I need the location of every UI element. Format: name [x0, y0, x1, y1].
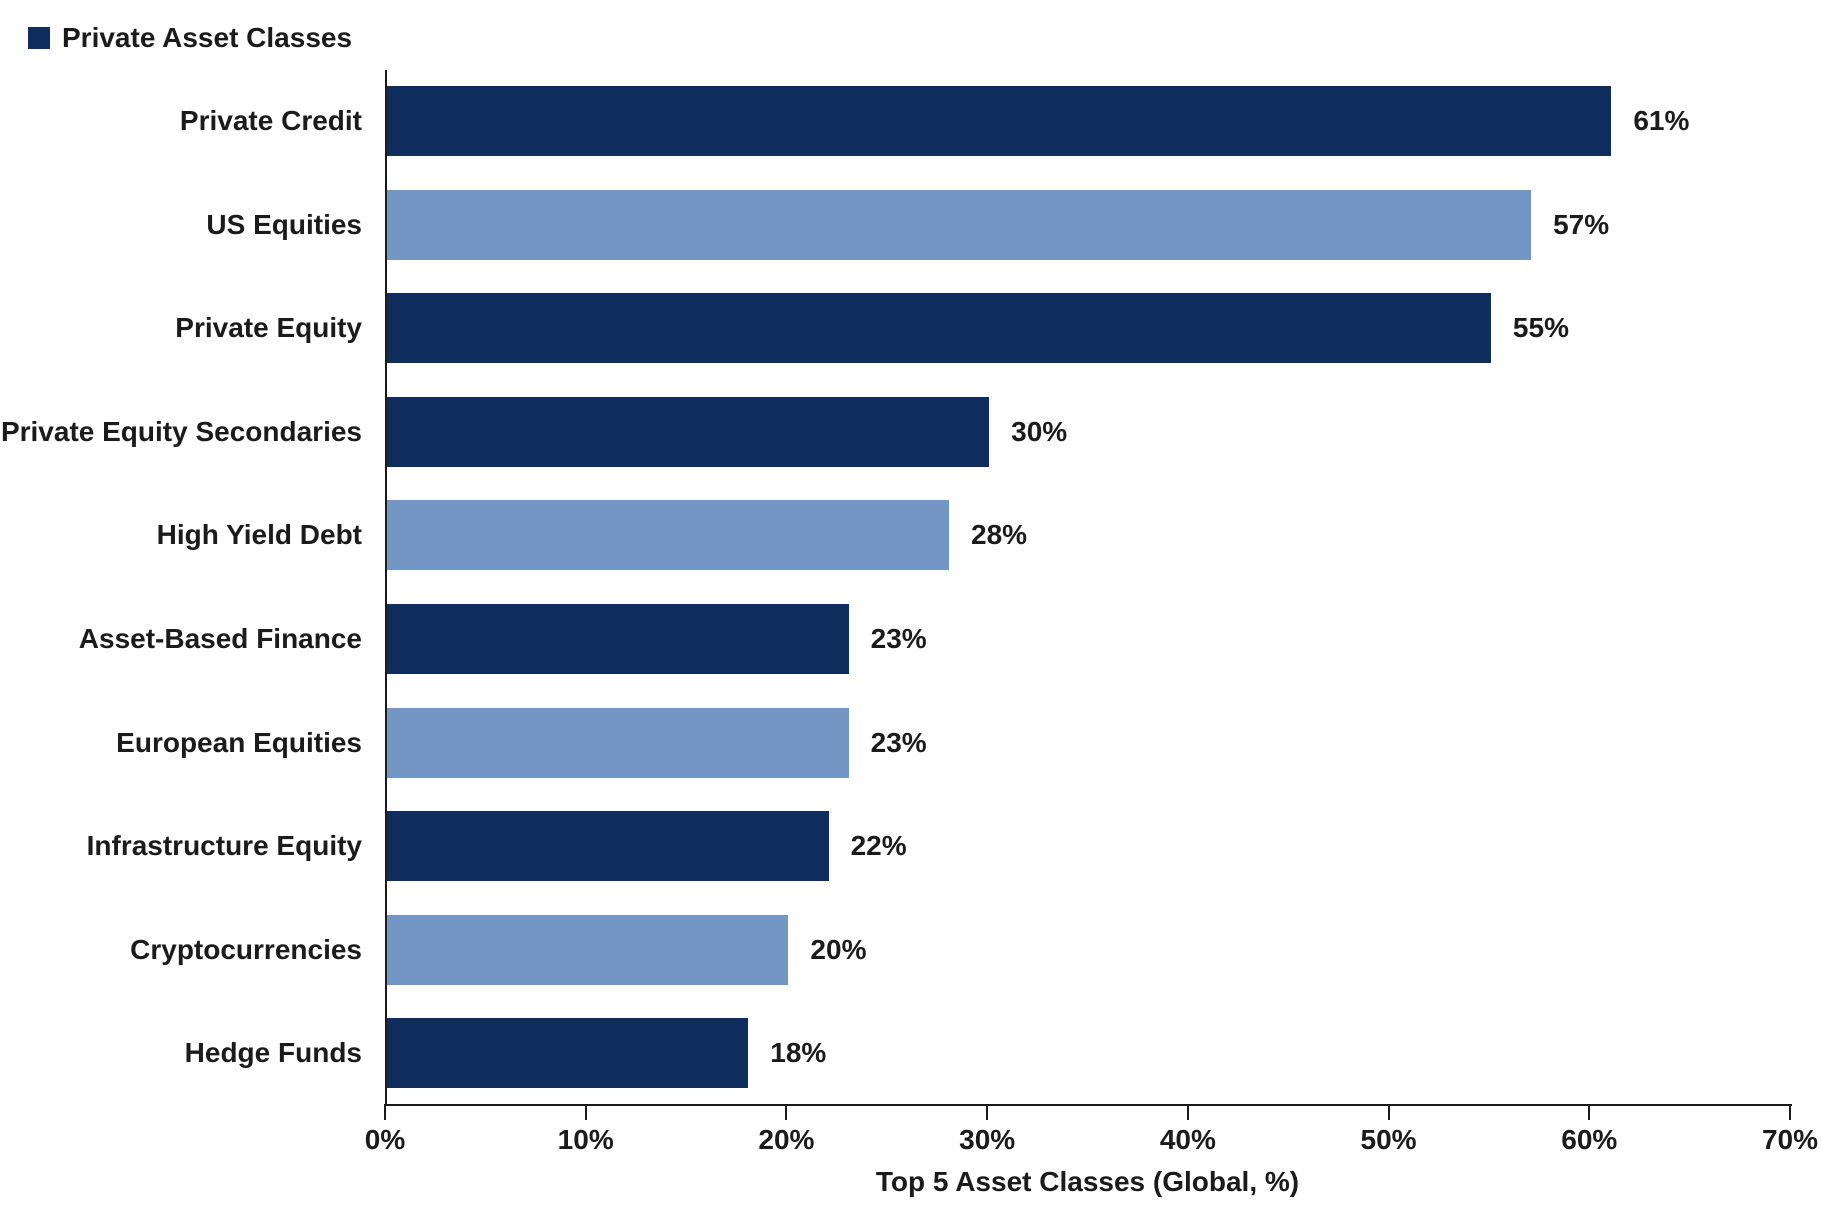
value-label: 28%	[971, 519, 1028, 551]
bar-private-equity	[387, 293, 1491, 364]
x-tick-label: 30%	[959, 1124, 1016, 1155]
value-label: 61%	[1633, 105, 1690, 136]
x-tick-label: 40%	[1159, 1124, 1216, 1155]
x-tick-mark	[1789, 1104, 1791, 1120]
category-label: Private Equity	[175, 312, 362, 344]
bar-us-equities	[387, 189, 1532, 260]
legend-label: Private Asset Classes	[62, 22, 353, 53]
x-tick-mark	[384, 1104, 386, 1120]
legend-swatch	[28, 27, 50, 49]
category-label: European Equities	[116, 726, 362, 758]
bar-high-yield-debt	[387, 500, 949, 571]
value-label: 57%	[1553, 208, 1610, 240]
x-tick-label: 60%	[1561, 1124, 1618, 1155]
bar-infrastructure-equity	[387, 811, 829, 882]
x-tick-label: 70%	[1761, 1124, 1819, 1155]
category-label: High Yield Debt	[156, 519, 362, 551]
category-label: Hedge Funds	[184, 1037, 362, 1069]
x-tick-mark	[1186, 1104, 1189, 1120]
category-label: Private Equity Secondaries	[0, 415, 362, 447]
value-label: 55%	[1512, 312, 1569, 344]
x-axis-title: Top 5 Asset Classes (Global, %)	[875, 1166, 1300, 1197]
value-label: 22%	[850, 830, 907, 862]
legend: Private Asset Classes	[28, 24, 352, 52]
category-label: Cryptocurrencies	[130, 933, 362, 965]
x-tick-label: 0%	[364, 1124, 406, 1155]
x-tick-label: 20%	[758, 1124, 815, 1155]
value-label: 20%	[810, 933, 867, 965]
x-tick-label: 50%	[1360, 1124, 1417, 1155]
bar-cryptocurrencies	[387, 914, 789, 985]
category-label: US Equities	[206, 208, 362, 240]
x-tick-mark	[1588, 1104, 1591, 1120]
x-tick-label: 10%	[557, 1124, 614, 1155]
value-label: 18%	[770, 1037, 827, 1069]
x-tick-mark	[785, 1104, 788, 1120]
category-label: Private Credit	[179, 105, 362, 136]
bar-private-credit	[387, 86, 1612, 156]
value-label: 23%	[870, 726, 927, 758]
category-label: Infrastructure Equity	[86, 830, 362, 862]
bar-private-equity-secondaries	[387, 396, 990, 467]
bar-hedge-funds	[387, 1018, 749, 1089]
x-tick-mark	[986, 1104, 989, 1120]
bar-european-equities	[387, 707, 849, 778]
x-tick-mark	[1387, 1104, 1390, 1120]
plot-area	[385, 70, 1792, 1106]
bar-asset-based-finance	[387, 604, 849, 674]
value-label: 23%	[870, 623, 927, 654]
category-label: Asset-Based Finance	[78, 623, 362, 654]
x-tick-mark	[584, 1104, 587, 1120]
value-label: 30%	[1011, 415, 1068, 447]
